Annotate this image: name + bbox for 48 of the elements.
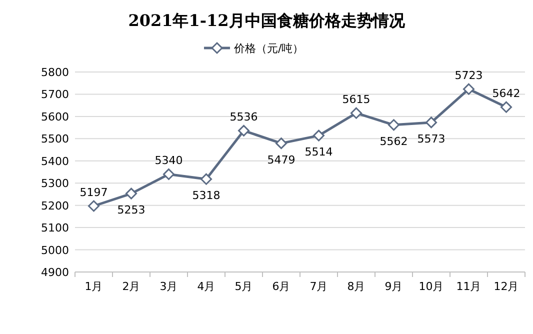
point bbox=[463, 83, 474, 95]
x-tick-label: 3月 bbox=[160, 280, 178, 293]
data-label: 5642 bbox=[492, 87, 520, 100]
x-tick-label: 6月 bbox=[272, 280, 290, 293]
data-label: 5197 bbox=[80, 186, 108, 199]
x-tick-label: 5月 bbox=[234, 280, 253, 293]
y-tick-label: 5500 bbox=[41, 132, 69, 146]
point bbox=[388, 119, 400, 131]
x-tick-label: 9月 bbox=[384, 280, 403, 293]
data-label: 5318 bbox=[192, 189, 220, 202]
x-tick-label: 10月 bbox=[418, 280, 444, 293]
y-tick-label: 5800 bbox=[41, 66, 69, 79]
point bbox=[500, 101, 512, 113]
x-tick-label: 2月 bbox=[122, 280, 140, 293]
x-tick-label: 11月 bbox=[456, 280, 482, 293]
x-tick-label: 7月 bbox=[310, 280, 328, 293]
y-tick-label: 5700 bbox=[41, 88, 69, 102]
data-label: 5562 bbox=[380, 134, 408, 148]
x-tick-label: 1月 bbox=[84, 280, 103, 293]
point bbox=[200, 173, 212, 185]
data-label: 5514 bbox=[304, 146, 333, 159]
data-label: 5253 bbox=[117, 204, 146, 217]
y-tick-label: 5600 bbox=[41, 110, 69, 124]
data-label: 5615 bbox=[342, 93, 370, 106]
x-tick-label: 12月 bbox=[494, 280, 519, 293]
y-tick-label: 4900 bbox=[41, 266, 69, 279]
y-tick-label: 5100 bbox=[41, 222, 69, 235]
x-tick-label: 8月 bbox=[347, 280, 366, 293]
y-tick-label: 5200 bbox=[41, 199, 69, 212]
data-label: 5340 bbox=[154, 154, 183, 168]
legend-label: 价格（元/吨） bbox=[233, 42, 304, 55]
data-label: 5479 bbox=[267, 153, 296, 166]
data-label: 5573 bbox=[417, 132, 446, 146]
y-tick-label: 5300 bbox=[41, 177, 69, 190]
point bbox=[163, 168, 174, 180]
y-tick-label: 5400 bbox=[41, 154, 69, 168]
point bbox=[350, 107, 362, 119]
point bbox=[88, 200, 100, 212]
point bbox=[313, 130, 324, 142]
point bbox=[126, 188, 137, 200]
y-tick-label: 5000 bbox=[41, 244, 69, 257]
data-label: 5723 bbox=[454, 69, 483, 82]
chart-title: 2021年1-12月中国食糖价格走势情况 bbox=[128, 11, 406, 30]
point bbox=[426, 116, 437, 128]
point bbox=[238, 124, 250, 136]
data-label: 5536 bbox=[230, 110, 258, 124]
point bbox=[276, 138, 287, 150]
x-tick-label: 4月 bbox=[197, 280, 216, 293]
